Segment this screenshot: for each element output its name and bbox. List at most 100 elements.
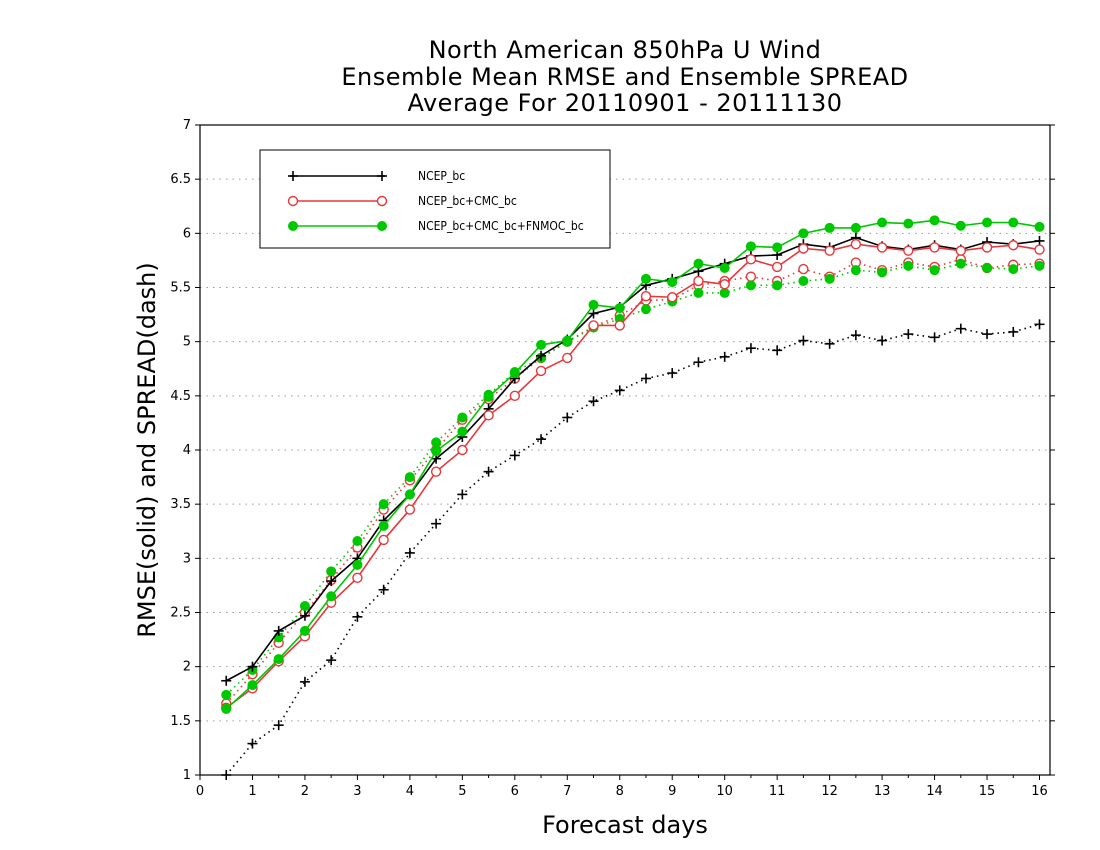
rmse-point-ncep-bc-cmc-bc-fnmoc-bc (326, 591, 337, 602)
rmse-point-ncep-bc-cmc-bc (404, 504, 416, 515)
chart-title-line-3: Average For 20110901 - 20111130 (407, 89, 843, 117)
x-tick-label: 1 (248, 784, 256, 799)
rmse-point-ncep-bc-cmc-bc (719, 279, 730, 290)
spread-point-ncep-bc-cmc-bc-fnmoc-bc (326, 566, 337, 577)
rmse-point-ncep-bc-cmc-bc (850, 238, 862, 250)
spread-point-ncep-bc (509, 450, 520, 461)
spread-point-ncep-bc-cmc-bc-fnmoc-bc (903, 260, 914, 271)
spread-point-ncep-bc-cmc-bc-fnmoc-bc (745, 280, 756, 291)
rmse-point-ncep-bc-cmc-bc (640, 290, 652, 302)
rmse-point-ncep-bc-cmc-bc-fnmoc-bc (719, 263, 730, 273)
rmse-point-ncep-bc-cmc-bc-fnmoc-bc (772, 242, 783, 253)
rmse-point-ncep-bc-cmc-bc-fnmoc-bc (247, 680, 258, 691)
y-tick-label: 2.5 (170, 606, 191, 621)
rmse-point-ncep-bc-cmc-bc (1008, 240, 1019, 251)
rmse-point-ncep-bc-cmc-bc-fnmoc-bc (640, 273, 651, 284)
spread-point-ncep-bc (483, 466, 494, 477)
y-tick-label: 2 (183, 660, 191, 675)
rmse-point-ncep-bc-cmc-bc (955, 245, 967, 256)
rmse-point-ncep-bc-cmc-bc-fnmoc-bc (929, 215, 940, 226)
y-tick-label: 4 (183, 443, 191, 458)
spread-point-ncep-bc (850, 330, 861, 341)
rmse-point-ncep-bc-cmc-bc (903, 245, 914, 256)
x-tick-label: 13 (874, 784, 891, 799)
y-tick-label: 3 (183, 551, 191, 566)
rmse-point-ncep-bc-cmc-bc (667, 292, 678, 303)
rmse-point-ncep-bc (273, 625, 284, 636)
legend-box (259, 149, 611, 249)
spread-point-ncep-bc-cmc-bc-fnmoc-bc (798, 276, 809, 286)
spread-point-ncep-bc (640, 373, 651, 384)
spread-point-ncep-bc-cmc-bc-fnmoc-bc (719, 287, 730, 298)
rmse-line-ncep-bc-cmc-bc-fnmoc-bc (225, 219, 1040, 710)
rmse-point-ncep-bc-cmc-bc-fnmoc-bc (798, 228, 809, 239)
rmse-point-ncep-bc-cmc-bc (693, 275, 704, 287)
x-tick-label: 10 (716, 784, 733, 799)
spread-point-ncep-bc (877, 335, 888, 346)
y-axis-label: RMSE(solid) and SPREAD(dash) (133, 262, 161, 638)
rmse-point-ncep-bc-cmc-bc (430, 466, 442, 477)
legend: NCEP_bc NCEP_bc+CMC_bc NCEP_bc+CMC_bc+FNMO… (259, 149, 611, 249)
spread-point-ncep-bc (824, 338, 835, 349)
spread-point-ncep-bc-cmc-bc-fnmoc-bc (431, 437, 442, 448)
y-tick-label: 5.5 (170, 281, 191, 296)
x-tick-label: 8 (616, 784, 624, 799)
spread-point-ncep-bc (798, 335, 809, 346)
x-tick-label: 5 (458, 784, 466, 799)
spread-line-ncep-bc-cmc-bc-fnmoc-bc (225, 262, 1040, 696)
rmse-point-ncep-bc (326, 576, 337, 587)
rmse-point-ncep-bc-cmc-bc-fnmoc-bc (588, 299, 599, 310)
rmse-point-ncep-bc (299, 610, 310, 621)
spread-point-ncep-bc-cmc-bc-fnmoc-bc (929, 265, 940, 276)
rmse-point-ncep-bc-cmc-bc-fnmoc-bc (955, 220, 966, 231)
spread-point-ncep-bc (1008, 326, 1019, 337)
spread-point-ncep-bc-cmc-bc-fnmoc-bc (824, 273, 835, 284)
y-tick-label: 6 (183, 226, 191, 241)
spread-point-ncep-bc-cmc-bc-fnmoc-bc (221, 689, 232, 700)
spread-point-ncep-bc (1034, 319, 1045, 330)
rmse-point-ncep-bc-cmc-bc-fnmoc-bc (299, 625, 310, 636)
x-tick-label: 4 (406, 784, 414, 799)
rmse-point-ncep-bc-cmc-bc-fnmoc-bc (457, 426, 468, 437)
rmse-point-ncep-bc-cmc-bc-fnmoc-bc (404, 489, 415, 500)
rmse-point-ncep-bc-cmc-bc (981, 242, 993, 253)
spread-point-ncep-bc (247, 738, 258, 749)
rmse-point-ncep-bc-cmc-bc-fnmoc-bc (352, 559, 363, 570)
spread-point-ncep-bc (745, 343, 756, 354)
spread-point-ncep-bc (562, 412, 573, 423)
chart-title-line-2: Ensemble Mean RMSE and Ensemble SPREAD (341, 63, 909, 91)
spread-point-ncep-bc (982, 329, 993, 340)
spread-point-ncep-bc-cmc-bc-fnmoc-bc (640, 304, 651, 315)
spread-point-ncep-bc (614, 385, 625, 396)
y-tick-label: 4.5 (170, 389, 191, 404)
spread-point-ncep-bc-cmc-bc-fnmoc-bc (378, 499, 389, 510)
rmse-point-ncep-bc-cmc-bc-fnmoc-bc (667, 277, 678, 288)
spread-point-ncep-bc-cmc-bc-fnmoc-bc (955, 258, 966, 269)
spread-point-ncep-bc-cmc-bc-fnmoc-bc (299, 601, 310, 611)
legend-label-ncep-bc-cmc-bc: NCEP_bc+CMC_bc (418, 194, 517, 208)
rmse-point-ncep-bc-cmc-bc (509, 390, 521, 402)
rmse-point-ncep-bc-cmc-bc (483, 410, 494, 421)
rmse-point-ncep-bc-cmc-bc-fnmoc-bc (982, 217, 993, 228)
spread-point-ncep-bc (693, 357, 704, 368)
spread-point-ncep-bc (457, 489, 468, 500)
spread-point-ncep-bc-cmc-bc-fnmoc-bc (1008, 264, 1019, 275)
rmse-point-ncep-bc-cmc-bc-fnmoc-bc (1008, 217, 1019, 228)
rmse-point-ncep-bc-cmc-bc (824, 245, 835, 256)
rmse-point-ncep-bc (221, 675, 232, 686)
spread-point-ncep-bc (667, 368, 678, 379)
spread-point-ncep-bc (588, 396, 599, 407)
rmse-point-ncep-bc-cmc-bc-fnmoc-bc (509, 368, 520, 379)
spread-point-ncep-bc (719, 351, 730, 362)
spread-point-ncep-bc (299, 676, 310, 687)
spread-point-ncep-bc-cmc-bc-fnmoc-bc (877, 267, 888, 278)
rmse-point-ncep-bc-cmc-bc-fnmoc-bc (903, 218, 914, 229)
spread-point-ncep-bc (431, 518, 442, 529)
rmse-line-ncep-bc (225, 236, 1040, 682)
rmse-point-ncep-bc (536, 350, 547, 361)
spread-point-ncep-bc-cmc-bc (798, 263, 809, 275)
rmse-point-ncep-bc-cmc-bc (614, 320, 625, 331)
spread-line-ncep-bc-cmc-bc (225, 258, 1040, 705)
x-tick-label: 11 (769, 784, 786, 799)
